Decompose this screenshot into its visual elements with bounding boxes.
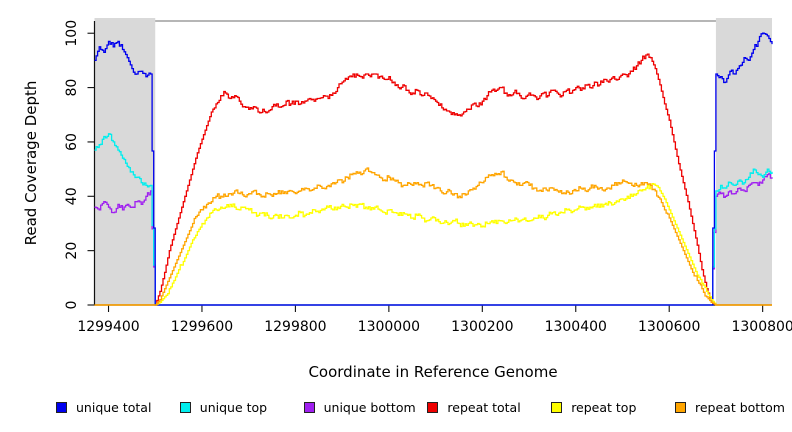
x-tick-label: 1300400 xyxy=(545,319,607,335)
x-axis-title: Coordinate in Reference Genome xyxy=(308,363,558,381)
legend-label: unique bottom xyxy=(323,400,416,415)
legend-item-repeat-top: repeat top xyxy=(551,400,636,415)
y-tick-label: 80 xyxy=(64,79,80,97)
legend-swatch-unique-total xyxy=(56,402,67,413)
series-line-unique-bottom xyxy=(94,172,773,306)
legend-swatch-repeat-total xyxy=(427,402,439,413)
y-axis-title: Read Coverage Depth xyxy=(22,80,40,246)
legend-label: repeat bottom xyxy=(695,400,785,415)
legend-label: repeat total xyxy=(447,400,521,415)
legend-label: unique top xyxy=(199,400,268,415)
series-line-unique-total xyxy=(94,32,773,306)
shaded-region xyxy=(94,18,156,305)
legend-item-repeat-total: repeat total xyxy=(427,400,521,415)
series-line-repeat-total xyxy=(94,53,772,306)
legend-swatch-unique-top xyxy=(179,402,191,413)
y-tick-label: 0 xyxy=(64,301,80,310)
series-line-repeat-bottom xyxy=(94,167,772,306)
x-tick-label: 1300600 xyxy=(638,319,700,335)
legend-label: unique total xyxy=(76,400,152,415)
y-tick-label: 20 xyxy=(64,242,80,260)
x-tick-label: 1299800 xyxy=(264,319,326,335)
y-tick-label: 60 xyxy=(64,133,80,151)
legend-swatch-repeat-bottom xyxy=(675,402,686,413)
legend-swatch-unique-bottom xyxy=(303,402,315,413)
y-tick-label: 100 xyxy=(64,20,80,47)
legend-item-unique-top: unique top xyxy=(179,400,268,415)
legend-item-unique-bottom: unique bottom xyxy=(303,400,416,415)
x-tick-label: 1300000 xyxy=(358,319,420,335)
x-tick-label: 1299600 xyxy=(171,319,233,335)
y-tick-label: 40 xyxy=(64,187,80,205)
legend-item-unique-total: unique total xyxy=(56,400,151,415)
shaded-region xyxy=(715,18,772,305)
series-line-repeat-top xyxy=(94,183,772,306)
x-tick-label: 1300200 xyxy=(451,319,513,335)
x-tick-label: 1300800 xyxy=(731,319,792,335)
legend-swatch-repeat-top xyxy=(551,402,563,413)
x-tick-label: 1299400 xyxy=(77,319,139,335)
legend-item-repeat-bottom: repeat bottom xyxy=(675,400,785,415)
legend-label: repeat top xyxy=(571,400,637,415)
